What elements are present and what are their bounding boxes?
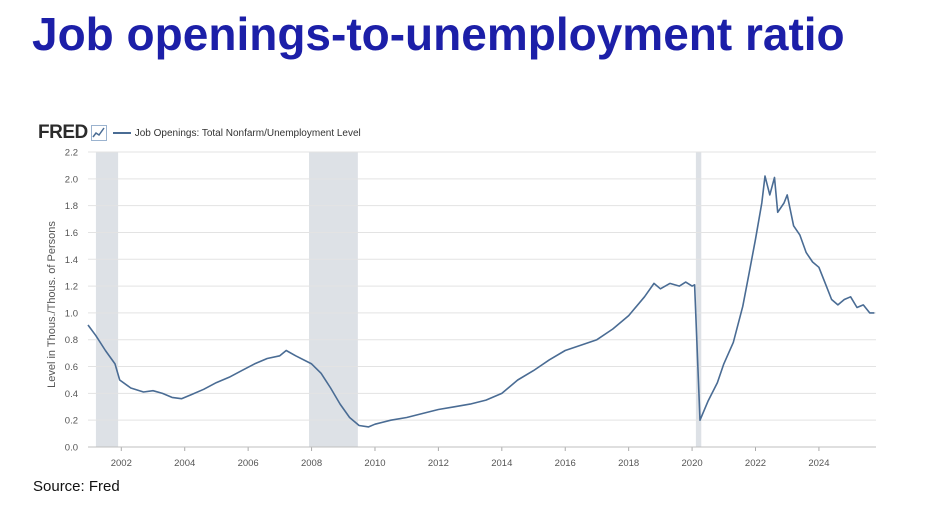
x-tick-label: 2004: [174, 458, 195, 469]
chart-header: FRED Job Openings: Total Nonfarm/Unemplo…: [38, 122, 361, 144]
x-tick-label: 2002: [111, 458, 132, 469]
x-tick-label: 2010: [364, 458, 385, 469]
x-tick-label: 2022: [745, 458, 766, 469]
y-tick-label: 1.2: [65, 282, 78, 293]
x-tick-label: 2014: [491, 458, 512, 469]
fred-logo[interactable]: FRED: [38, 122, 88, 143]
x-tick-label: 2016: [555, 458, 576, 469]
legend-label: Job Openings: Total Nonfarm/Unemployment…: [134, 127, 361, 139]
y-axis-label: Level in Thous./Thous. of Persons: [46, 221, 58, 388]
series-line-1: [87, 175, 875, 428]
recession-band-1: [95, 152, 119, 447]
y-tick-label: 1.4: [65, 255, 78, 266]
recession-band-2: [309, 152, 358, 447]
y-tick-label: 1.6: [65, 228, 78, 239]
x-tick-label: 2008: [301, 458, 322, 469]
x-tick-label: 2018: [618, 458, 639, 469]
y-tick-label: 2.2: [65, 148, 78, 159]
x-tick-label: 2020: [682, 458, 703, 469]
x-tick-label: 2024: [808, 458, 829, 469]
line-chart-icon: [90, 125, 107, 141]
y-tick-label: 0.0: [65, 443, 78, 454]
y-tick-label: 0.6: [65, 362, 78, 373]
y-tick-label: 1.8: [65, 201, 78, 212]
x-tick-label: 2006: [238, 458, 259, 469]
y-tick-label: 2.0: [65, 174, 78, 185]
y-tick-label: 0.2: [65, 416, 78, 427]
y-tick-label: 0.8: [65, 335, 78, 346]
source-note: Source: Fred: [33, 478, 120, 495]
slide-title: Job openings-to-unemployment ratio: [32, 8, 845, 60]
x-tick-label: 2012: [428, 458, 449, 469]
recession-band-3: [695, 152, 702, 447]
y-tick-label: 0.4: [65, 389, 78, 400]
y-tick-label: 1.0: [65, 308, 78, 319]
legend-swatch: [112, 132, 131, 134]
